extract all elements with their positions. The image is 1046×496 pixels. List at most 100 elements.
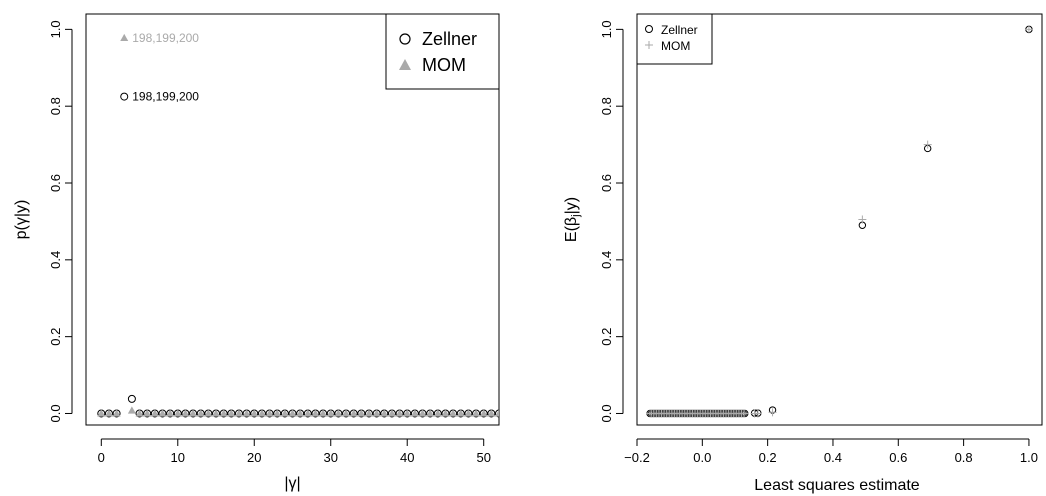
mom-point <box>143 409 152 417</box>
mom-point <box>487 409 496 417</box>
mom-point <box>923 140 932 149</box>
x-tick-label: 20 <box>247 450 261 465</box>
mom-point <box>265 409 274 417</box>
legend-box <box>636 13 713 65</box>
mom-point <box>303 409 312 417</box>
y-tick-label: 0.8 <box>599 97 614 115</box>
legend-zellner-marker <box>399 33 411 45</box>
point-annotation: 198,199,200 <box>132 90 199 104</box>
y-tick-label: 0.2 <box>48 328 63 346</box>
mom-point <box>219 409 228 417</box>
mom-point <box>227 409 236 417</box>
legend-mom-label: MOM <box>661 39 690 53</box>
mom-point <box>395 409 404 417</box>
mom-point <box>479 409 488 417</box>
x-tick-label: 0.2 <box>759 450 777 465</box>
mom-point <box>166 409 175 417</box>
mom-point <box>273 409 282 417</box>
legend-mom-marker <box>645 41 653 49</box>
y-tick-label: 0.8 <box>48 97 63 115</box>
mom-point <box>280 409 289 417</box>
x-tick-label: 0 <box>98 450 105 465</box>
mom-point <box>158 409 167 417</box>
zellner-point <box>120 92 129 101</box>
x-axis-title: |γ| <box>284 475 300 492</box>
x-tick-label: 0.4 <box>824 450 842 465</box>
y-tick-label: 0.0 <box>599 404 614 422</box>
mom-point <box>234 409 243 417</box>
mom-point <box>112 409 121 417</box>
mom-point <box>768 408 777 417</box>
x-axis: 0 10 20 30 40 50 <box>98 438 491 465</box>
mom-point <box>441 409 450 417</box>
mom-point <box>410 409 419 417</box>
point-annotation: 198,199,200 <box>132 31 199 45</box>
mom-point <box>319 409 328 417</box>
mom-point <box>212 409 221 417</box>
mom-point <box>349 409 358 417</box>
x-tick-label: 30 <box>324 450 338 465</box>
mom-point <box>120 33 129 42</box>
mom-point <box>364 409 373 417</box>
y-tick-label: 0.4 <box>599 251 614 269</box>
mom-point <box>456 409 465 417</box>
zellner-point <box>495 409 499 418</box>
mom-point <box>173 409 182 417</box>
mom-point <box>357 409 366 417</box>
mom-point <box>150 409 159 417</box>
mom-point <box>181 409 190 417</box>
y-tick-label: 0.6 <box>599 174 614 192</box>
mom-point <box>426 409 435 417</box>
mom-point <box>97 409 106 417</box>
mom-point <box>242 409 251 417</box>
y-tick-label: 0.6 <box>48 174 63 192</box>
plot-box <box>636 13 1043 426</box>
y-tick-label: 1.0 <box>599 20 614 38</box>
x-tick-label: 40 <box>400 450 414 465</box>
panel-model-posterior: 0 10 20 30 40 50 0.0 0.2 0.4 0.6 0.8 1.0 198,199,2… <box>13 13 500 492</box>
legend: Zellner MOM <box>636 13 713 65</box>
x-axis: −0.2 0.0 0.2 0.4 0.6 0.8 1.0 <box>624 438 1038 465</box>
legend-box <box>385 13 500 90</box>
mom-point <box>372 409 381 417</box>
legend-zellner-label: Zellner <box>422 29 477 49</box>
mom-point <box>858 215 867 224</box>
panel-posterior-mean: −0.2 0.0 0.2 0.4 0.6 0.8 1.0 0.0 0.2 0.4 0.6 0.8 1.… <box>563 13 1043 494</box>
legend-zellner-marker <box>645 25 653 33</box>
mom-point <box>250 409 259 417</box>
plot-box <box>85 13 500 426</box>
mom-point <box>135 409 144 417</box>
mom-point <box>472 409 481 417</box>
mom-point <box>257 409 266 417</box>
mom-point <box>753 409 762 418</box>
mom-point <box>104 409 113 417</box>
annotations: 198,199,200 198,199,200 <box>132 31 199 104</box>
data-points <box>97 33 499 418</box>
mom-point <box>288 409 297 417</box>
mom-point <box>326 409 335 417</box>
x-tick-label: 0.0 <box>693 450 711 465</box>
mom-point <box>387 409 396 417</box>
mom-point <box>495 409 499 417</box>
mom-point <box>449 409 458 417</box>
legend-mom-label: MOM <box>422 55 466 75</box>
y-tick-label: 1.0 <box>48 20 63 38</box>
mom-point <box>334 409 343 417</box>
x-tick-label: 50 <box>476 450 490 465</box>
zellner-point <box>127 394 136 403</box>
y-tick-label: 0.4 <box>48 251 63 269</box>
mom-point <box>380 409 389 417</box>
x-tick-label: 0.6 <box>889 450 907 465</box>
legend-zellner-label: Zellner <box>661 23 698 37</box>
x-axis-title: Least squares estimate <box>754 477 920 494</box>
mom-point <box>433 409 442 417</box>
mom-point <box>189 409 198 417</box>
mom-point <box>418 409 427 417</box>
y-axis-title: p(γ|y) <box>13 200 30 240</box>
mom-point <box>740 409 749 418</box>
y-tick-label: 0.0 <box>48 404 63 422</box>
data-points <box>646 25 1033 418</box>
mom-point <box>311 409 320 417</box>
mom-point <box>342 409 351 417</box>
